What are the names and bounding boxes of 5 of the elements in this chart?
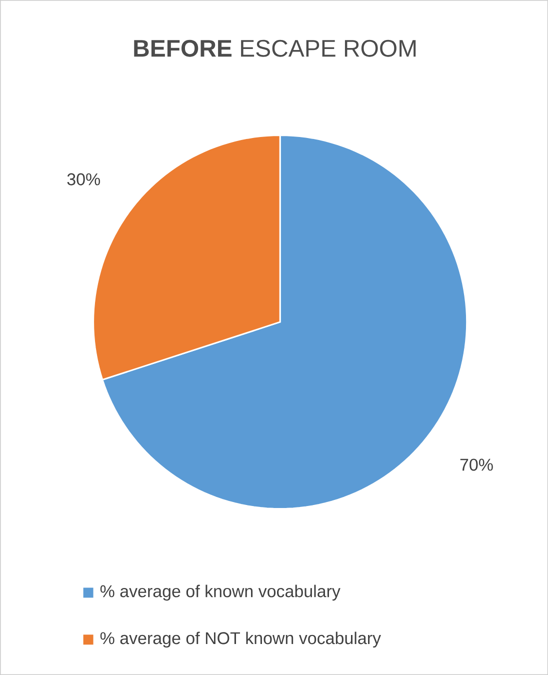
legend-label: % average of NOT known vocabulary — [100, 632, 381, 648]
data-label: 30% — [67, 173, 100, 186]
legend-label: % average of known vocabulary — [100, 584, 340, 601]
chart-title: BEFORE ESCAPE ROOM — [134, 40, 416, 57]
data-label: 70% — [460, 458, 493, 471]
